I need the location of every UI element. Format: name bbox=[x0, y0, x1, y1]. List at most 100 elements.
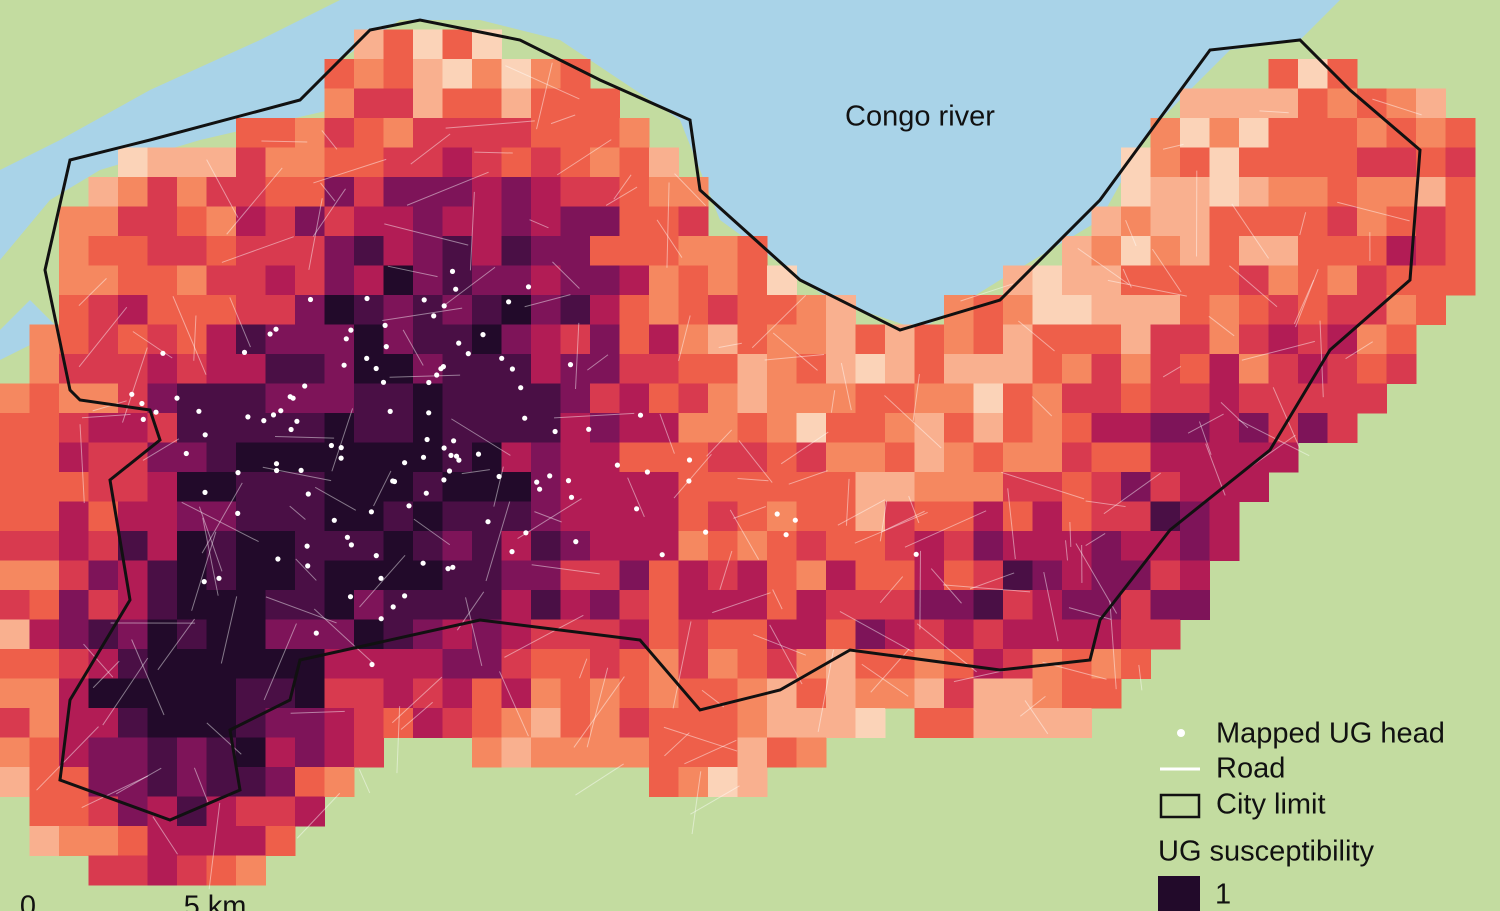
grid-cell bbox=[678, 619, 709, 650]
grid-cell bbox=[206, 767, 237, 797]
grid-cell bbox=[1268, 442, 1299, 473]
road bbox=[960, 283, 1014, 302]
grid-cell bbox=[147, 147, 178, 178]
grid-cell bbox=[501, 265, 532, 296]
grid-cell bbox=[1209, 383, 1240, 414]
grid-cell bbox=[1121, 413, 1151, 443]
grid-cell bbox=[147, 708, 178, 738]
grid-cell bbox=[236, 590, 266, 620]
grid-cell bbox=[29, 531, 60, 561]
ug-head bbox=[475, 451, 482, 457]
road bbox=[691, 771, 702, 835]
grid-cell bbox=[885, 413, 915, 443]
ug-head bbox=[406, 503, 412, 509]
grid-cell bbox=[1180, 590, 1210, 620]
grid-cell bbox=[914, 560, 945, 591]
grid-cell bbox=[88, 560, 119, 591]
grid-cell bbox=[708, 413, 738, 443]
grid-cell bbox=[1239, 295, 1269, 325]
grid-cell bbox=[147, 619, 178, 650]
road bbox=[102, 657, 149, 726]
grid-cell bbox=[472, 177, 502, 207]
grid-cell bbox=[708, 649, 738, 679]
grid-cell bbox=[944, 590, 974, 620]
road bbox=[912, 374, 920, 421]
grid-cell bbox=[1121, 265, 1151, 296]
grid-cell bbox=[147, 649, 178, 679]
grid-cell bbox=[265, 590, 296, 620]
grid-cell bbox=[1121, 590, 1151, 620]
ug-head bbox=[235, 510, 241, 516]
grid-cell bbox=[973, 442, 1004, 473]
grid-cell bbox=[472, 442, 502, 473]
grid-cell bbox=[177, 177, 207, 207]
grid-cell bbox=[1180, 413, 1210, 443]
grid-cell bbox=[265, 472, 296, 502]
ug-head bbox=[420, 454, 427, 460]
grid-cell bbox=[708, 619, 738, 650]
ug-head bbox=[174, 395, 180, 401]
grid-cell bbox=[442, 118, 473, 148]
ug-head bbox=[390, 604, 396, 610]
grid-cell bbox=[619, 118, 650, 148]
grid-cell bbox=[1032, 531, 1063, 561]
grid-cell bbox=[59, 826, 89, 856]
road bbox=[1069, 522, 1072, 547]
grid-cell bbox=[413, 590, 443, 620]
grid-cell bbox=[1121, 236, 1151, 266]
grid-cell bbox=[885, 678, 915, 709]
grid-cell bbox=[324, 236, 355, 266]
grid-cell bbox=[383, 295, 414, 325]
road bbox=[469, 191, 475, 271]
grid-cell bbox=[88, 413, 119, 443]
legend-label: City limit bbox=[1216, 789, 1326, 821]
grid-cell bbox=[1121, 619, 1151, 650]
grid-cell bbox=[649, 177, 679, 207]
ug-head bbox=[273, 326, 279, 332]
road bbox=[1293, 279, 1315, 325]
grid-cell bbox=[88, 737, 119, 768]
grid-cell bbox=[649, 413, 679, 443]
grid-cell bbox=[1268, 206, 1299, 237]
grid-cell bbox=[531, 118, 561, 148]
grid-cell bbox=[501, 236, 532, 266]
road bbox=[1103, 472, 1161, 515]
road bbox=[879, 500, 888, 542]
ug-head bbox=[241, 349, 248, 355]
ug-head bbox=[614, 462, 621, 468]
grid-cell bbox=[265, 501, 296, 532]
grid-cell bbox=[501, 442, 532, 473]
grid-cell bbox=[177, 324, 207, 355]
grid-cell bbox=[295, 767, 325, 797]
grid-cell bbox=[118, 855, 148, 886]
road bbox=[92, 660, 120, 689]
grid-cell bbox=[413, 118, 443, 148]
grid-cell bbox=[737, 560, 768, 591]
grid-cell bbox=[442, 383, 473, 414]
road bbox=[737, 478, 769, 482]
road bbox=[314, 486, 357, 511]
grid-cell bbox=[118, 236, 148, 266]
ug-head bbox=[534, 479, 540, 485]
road bbox=[358, 769, 371, 794]
grid-cell bbox=[914, 619, 945, 650]
grid-cell bbox=[88, 678, 119, 709]
grid-cell bbox=[501, 295, 532, 325]
grid-cell bbox=[1268, 147, 1299, 178]
grid-cell bbox=[29, 560, 60, 591]
grid-cell bbox=[1150, 383, 1181, 414]
grid-cell bbox=[531, 560, 561, 591]
ug-head bbox=[382, 322, 388, 328]
grid-cell bbox=[118, 619, 148, 650]
road bbox=[296, 792, 341, 839]
grid-cell bbox=[1327, 177, 1358, 207]
grid-cell bbox=[1003, 619, 1033, 650]
road bbox=[942, 584, 1031, 593]
grid-cell bbox=[1268, 324, 1299, 355]
grid-cell bbox=[354, 708, 384, 738]
grid-cell bbox=[1121, 442, 1151, 473]
grid-cell bbox=[59, 501, 89, 532]
grid-cell bbox=[885, 501, 915, 532]
road bbox=[81, 413, 131, 419]
ug-head bbox=[307, 296, 314, 303]
